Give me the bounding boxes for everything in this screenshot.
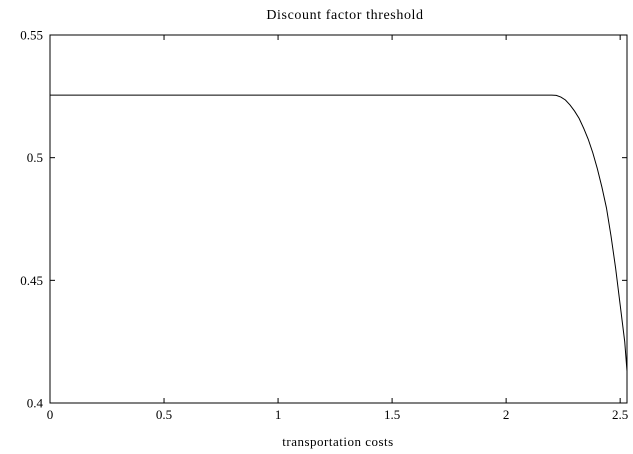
plot-frame xyxy=(49,34,628,404)
y-tick-label: 0.4 xyxy=(27,396,44,411)
y-axis: 0.4 0.45 0.5 0.55 xyxy=(20,28,627,411)
x-tick-label: 1 xyxy=(275,407,282,422)
x-axis-label: transportation costs xyxy=(282,434,393,449)
y-tick-label: 0.55 xyxy=(20,28,43,43)
y-tick-label: 0.5 xyxy=(27,150,43,165)
chart-title: Discount factor threshold xyxy=(266,8,423,23)
x-axis: 0 0.5 1 1.5 2 2.5 xyxy=(47,35,628,422)
x-tick-label: 1.5 xyxy=(384,407,400,422)
x-tick-label: 0 xyxy=(47,407,54,422)
series-line xyxy=(50,94,628,372)
x-tick-label: 2.5 xyxy=(612,407,628,422)
x-tick-label: 2 xyxy=(503,407,510,422)
y-tick-label: 0.45 xyxy=(20,273,43,288)
x-tick-label: 0.5 xyxy=(156,407,172,422)
